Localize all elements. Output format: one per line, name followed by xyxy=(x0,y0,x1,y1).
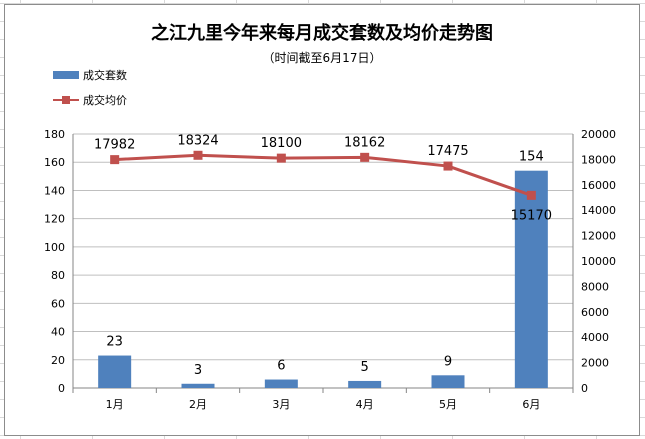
y-left-tick-label: 160 xyxy=(44,156,65,169)
y-right-tick-label: 12000 xyxy=(581,230,616,243)
line-data-label: 15170 xyxy=(511,208,552,223)
legend-label-line-series: 成交均价 xyxy=(83,94,127,107)
y-left-tick-label: 60 xyxy=(51,297,65,310)
line-data-label: 18100 xyxy=(261,136,302,151)
bar-data-label: 9 xyxy=(444,354,452,369)
bar-data-label: 3 xyxy=(194,363,202,378)
y-left-tick-label: 20 xyxy=(51,354,65,367)
bar-data-label: 6 xyxy=(277,359,285,374)
y-left-tick-label: 40 xyxy=(51,326,65,339)
bar xyxy=(98,355,132,388)
bar-data-label: 5 xyxy=(361,360,369,375)
y-right-tick-label: 20000 xyxy=(581,128,616,141)
y-left-tick-label: 120 xyxy=(44,213,65,226)
legend-label-bar-series: 成交套数 xyxy=(83,69,127,82)
line-data-label: 18324 xyxy=(177,133,218,148)
legend-item-line-series: 成交均价 xyxy=(53,92,127,108)
chart-frame[interactable]: 之江九里今年来每月成交套数及均价走势图 （时间截至6月17日） 成交套数 成交均… xyxy=(4,4,640,436)
y-right-tick-label: 6000 xyxy=(581,306,609,319)
line-data-label: 17475 xyxy=(427,144,468,159)
bar xyxy=(431,375,465,388)
y-right-tick-label: 8000 xyxy=(581,280,609,293)
line-point xyxy=(276,153,286,163)
bar xyxy=(348,380,382,388)
y-right-tick-label: 18000 xyxy=(581,153,616,166)
y-left-tick-label: 140 xyxy=(44,184,65,197)
line-point xyxy=(526,190,536,200)
y-right-tick-label: 10000 xyxy=(581,255,616,268)
y-right-tick-label: 2000 xyxy=(581,357,609,370)
bar xyxy=(181,383,215,388)
line-point xyxy=(360,152,370,162)
line-data-label: 18162 xyxy=(344,135,385,150)
line-point xyxy=(110,155,120,165)
line-point xyxy=(443,161,453,171)
bar-data-label: 154 xyxy=(519,150,544,165)
legend-bar-swatch xyxy=(53,71,79,79)
line-series-path xyxy=(114,153,532,197)
line-data-label: 17982 xyxy=(94,138,135,153)
y-right-tick-label: 4000 xyxy=(581,331,609,344)
x-tick-label: 4月 xyxy=(356,398,374,411)
bar xyxy=(514,170,548,388)
legend-item-bar-series: 成交套数 xyxy=(53,67,127,83)
line-point xyxy=(193,150,203,160)
bar xyxy=(264,379,298,388)
x-tick-label: 5月 xyxy=(439,398,457,411)
chart-title: 之江九里今年来每月成交套数及均价走势图 xyxy=(151,23,493,44)
y-left-tick-label: 100 xyxy=(44,241,65,254)
x-tick-label: 3月 xyxy=(272,398,290,411)
x-tick-label: 6月 xyxy=(522,398,540,411)
y-left-tick-label: 80 xyxy=(51,269,65,282)
y-right-tick-label: 14000 xyxy=(581,204,616,217)
y-left-tick-label: 180 xyxy=(44,128,65,141)
y-right-tick-label: 16000 xyxy=(581,179,616,192)
y-left-tick-label: 0 xyxy=(58,382,65,395)
x-tick-label: 2月 xyxy=(189,398,207,411)
legend-line-swatch xyxy=(53,95,79,105)
bar-data-label: 23 xyxy=(106,335,123,350)
y-right-tick-label: 0 xyxy=(581,382,588,395)
x-tick-label: 1月 xyxy=(106,398,124,411)
chart-subtitle: （时间截至6月17日） xyxy=(262,51,382,65)
plot-area: 0 20 40 60 80 100 120 140 160 180 0 2000 4000 6000 800… xyxy=(44,128,616,411)
